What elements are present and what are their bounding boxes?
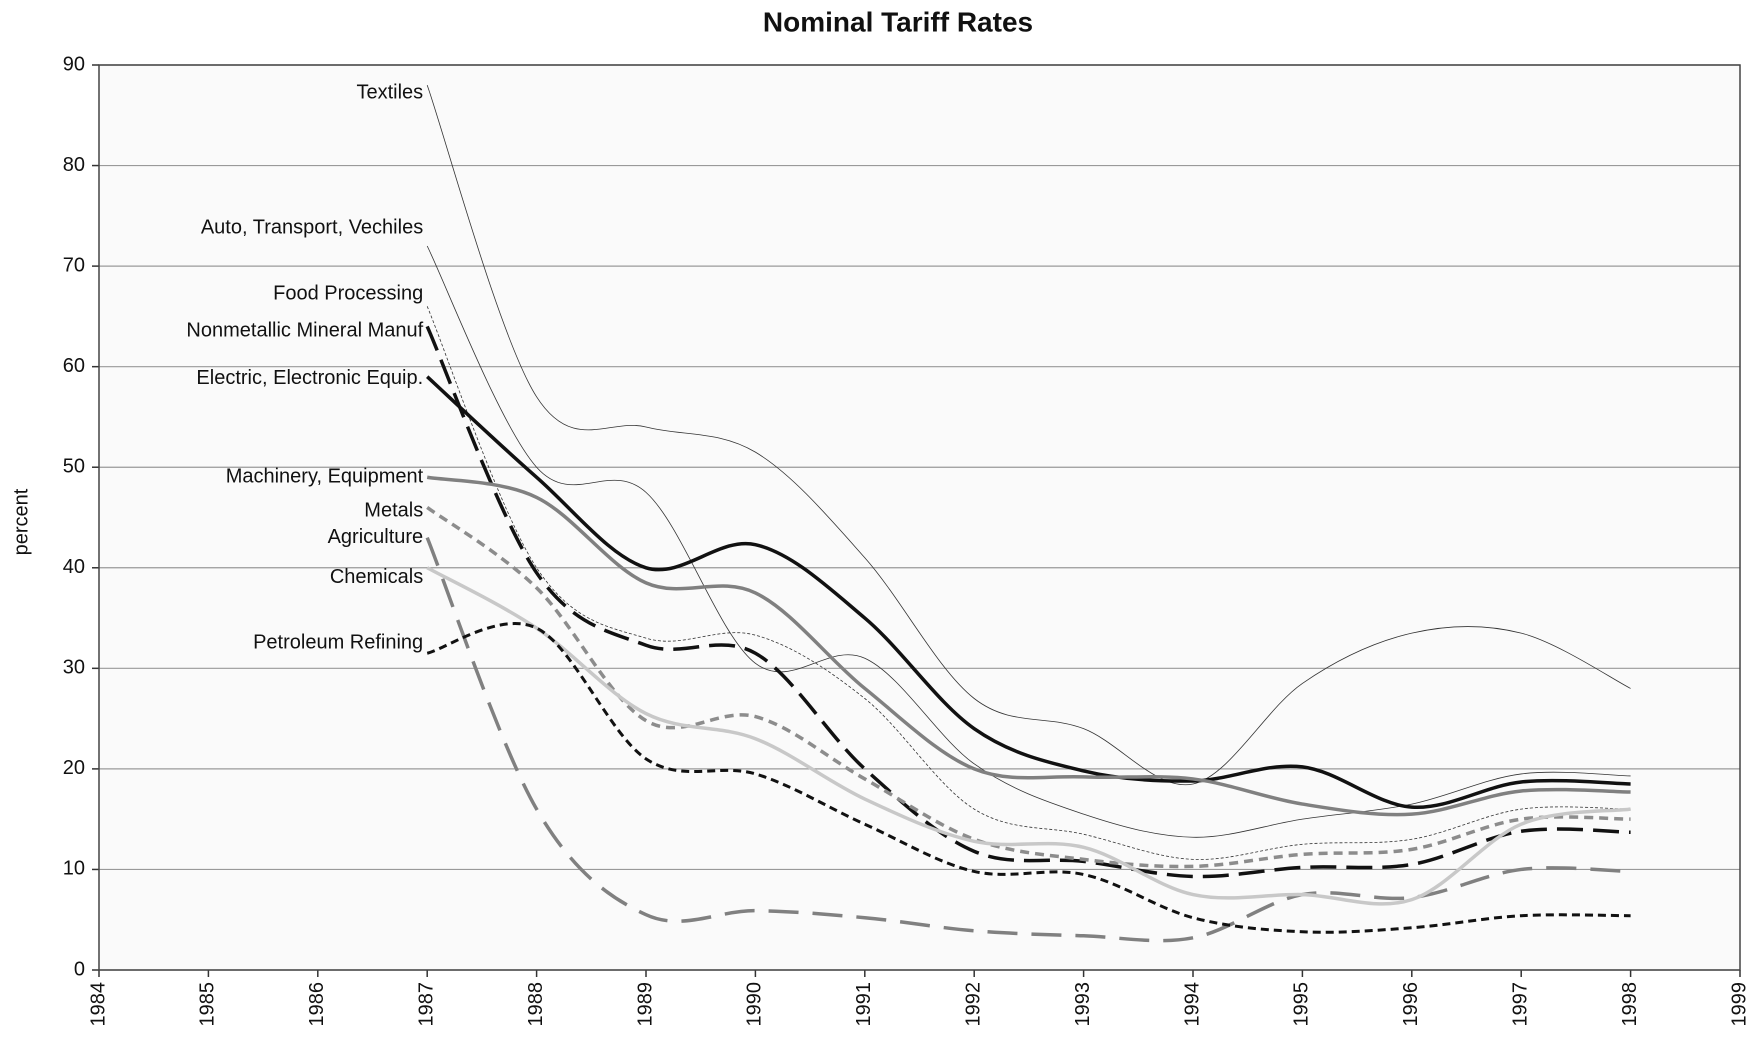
y-tick-label: 90: [63, 53, 85, 75]
x-tick-label: 1985: [197, 982, 219, 1027]
x-tick-label: 1997: [1509, 982, 1531, 1027]
series-label: Metals: [364, 500, 423, 522]
y-tick-label: 40: [63, 556, 85, 578]
series-label: Textiles: [356, 81, 423, 103]
series-label: Chemicals: [330, 566, 423, 588]
series-line: [426, 84, 1631, 786]
series-line: [425, 325, 1631, 879]
y-tick-label: 70: [63, 254, 85, 276]
chart-title: Nominal Tariff Rates: [763, 6, 1033, 37]
y-tick-label: 0: [74, 958, 85, 980]
y-tick-label: 80: [63, 154, 85, 176]
x-tick-label: 1989: [634, 982, 656, 1027]
y-tick-label: 30: [63, 657, 85, 679]
x-tick-label: 1990: [744, 982, 766, 1027]
x-tick-label: 1986: [306, 982, 328, 1027]
x-tick-label: 1999: [1728, 982, 1750, 1027]
x-tick-label: 1993: [1072, 982, 1094, 1027]
series-label: Auto, Transport, Vechiles: [201, 216, 423, 238]
series-label: Electric, Electronic Equip.: [196, 367, 423, 389]
y-tick-label: 50: [63, 456, 85, 478]
series-line: [426, 566, 1631, 906]
x-tick-label: 1992: [962, 982, 984, 1027]
series-label: Petroleum Refining: [253, 632, 423, 654]
plot-border: [98, 64, 1741, 971]
x-tick-label: 1994: [1181, 982, 1203, 1027]
x-tick-label: 1987: [415, 982, 437, 1027]
x-tick-label: 1984: [87, 982, 109, 1027]
series-line: [426, 622, 1631, 934]
y-tick-label: 10: [63, 858, 85, 880]
series-line: [426, 245, 1631, 838]
series-line: [425, 536, 1631, 943]
y-axis-label: percent: [10, 488, 32, 555]
plot-area: [99, 65, 1740, 970]
series-line: [426, 375, 1631, 809]
x-tick-label: 1998: [1619, 982, 1641, 1027]
series-label: Agriculture: [328, 526, 424, 548]
series-line: [426, 306, 1631, 860]
series-line: [426, 475, 1631, 817]
y-tick-label: 60: [63, 355, 85, 377]
x-tick-label: 1995: [1291, 982, 1313, 1027]
series-label: Nonmetallic Mineral Manuf: [186, 320, 423, 342]
x-tick-label: 1988: [525, 982, 547, 1027]
series-label: Food Processing: [273, 283, 423, 305]
x-tick-label: 1996: [1400, 982, 1422, 1027]
x-tick-label: 1991: [853, 982, 875, 1027]
y-tick-label: 20: [63, 757, 85, 779]
series-label: Machinery, Equipment: [226, 466, 424, 488]
